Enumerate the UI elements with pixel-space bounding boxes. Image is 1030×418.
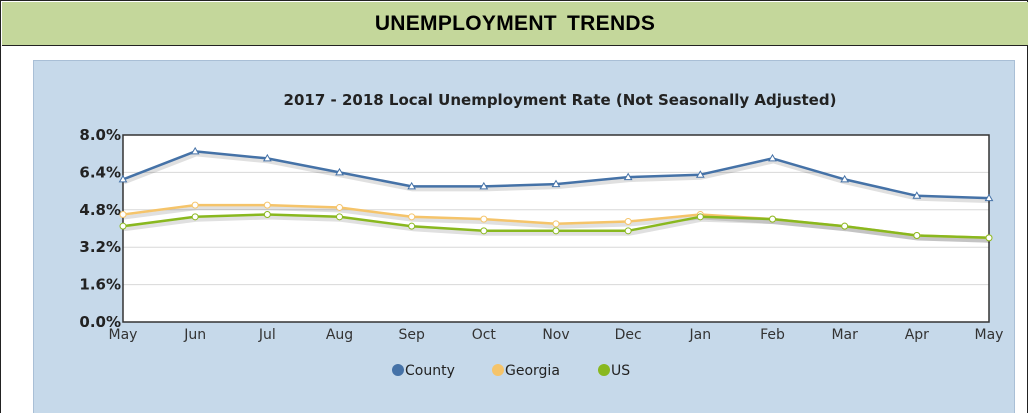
- x-tick-label: Oct: [472, 327, 497, 343]
- legend-label-us[interactable]: US: [611, 363, 630, 379]
- data-point-georgia[interactable]: [408, 213, 416, 221]
- data-point-us[interactable]: [336, 213, 343, 221]
- data-point-us[interactable]: [624, 227, 632, 235]
- data-point-us[interactable]: [841, 222, 849, 230]
- data-point-county[interactable]: [768, 153, 777, 162]
- chart-legend: County Georgia US: [392, 363, 630, 379]
- data-point-us[interactable]: [985, 234, 993, 242]
- data-point-county[interactable]: [912, 191, 922, 199]
- data-point-us[interactable]: [696, 213, 704, 221]
- unemployment-line-chart: 2017 - 2018 Local Unemployment Rate (Not…: [79, 91, 1004, 379]
- x-tick-label: Jun: [183, 327, 206, 343]
- x-tick-label: Jul: [258, 327, 276, 343]
- data-point-us[interactable]: [552, 227, 560, 235]
- data-point-georgia[interactable]: [119, 210, 127, 218]
- data-point-us[interactable]: [119, 222, 127, 230]
- x-tick-label: Jan: [689, 327, 712, 343]
- data-point-county[interactable]: [118, 174, 128, 183]
- data-point-georgia[interactable]: [624, 217, 632, 225]
- x-tick-label: May: [975, 327, 1004, 343]
- x-tick-label: Nov: [542, 327, 569, 343]
- data-point-county[interactable]: [262, 153, 272, 162]
- data-point-us[interactable]: [408, 222, 416, 230]
- chart-title: 2017 - 2018 Local Unemployment Rate (Not…: [284, 91, 837, 109]
- data-point-us[interactable]: [769, 215, 776, 223]
- y-tick-label: 3.2%: [79, 238, 121, 256]
- data-point-georgia[interactable]: [263, 201, 271, 209]
- section-title: UNEMPLOYMENT TRENDS: [374, 11, 656, 35]
- data-point-county[interactable]: [335, 167, 344, 176]
- legend-label-county[interactable]: County: [405, 363, 455, 379]
- y-tick-label: 6.4%: [79, 163, 121, 181]
- x-tick-label: Mar: [831, 327, 858, 343]
- data-point-us[interactable]: [913, 232, 921, 240]
- y-tick-label: 1.6%: [79, 276, 121, 294]
- data-point-county[interactable]: [407, 181, 417, 190]
- grid-lines: [123, 171, 989, 286]
- x-tick-label: May: [109, 327, 138, 343]
- data-point-county[interactable]: [551, 179, 561, 188]
- y-tick-label: 0.0%: [79, 313, 121, 331]
- data-point-county[interactable]: [695, 170, 705, 178]
- legend-label-georgia[interactable]: Georgia: [505, 363, 560, 379]
- y-axis-tick-labels: 0.0% 1.6% 3.2% 4.8% 6.4% 8.0%: [79, 126, 121, 331]
- data-point-county[interactable]: [984, 193, 994, 202]
- data-point-georgia[interactable]: [480, 215, 488, 223]
- data-point-georgia[interactable]: [336, 203, 343, 211]
- x-axis-tick-labels: May Jun Jul Aug Sep Oct Nov Dec Jan Feb Mar Apr May: [109, 327, 1004, 343]
- data-point-county[interactable]: [840, 174, 850, 183]
- y-tick-label: 4.8%: [79, 201, 121, 219]
- data-point-county[interactable]: [190, 146, 200, 155]
- data-point-us[interactable]: [191, 213, 199, 221]
- x-tick-label: Apr: [905, 327, 929, 343]
- chart-panel: 2017 - 2018 Local Unemployment Rate (Not…: [33, 60, 1015, 413]
- series-points: [118, 146, 994, 242]
- data-point-georgia[interactable]: [552, 220, 560, 228]
- y-tick-label: 8.0%: [79, 126, 121, 144]
- legend-marker-georgia[interactable]: [492, 364, 504, 376]
- data-point-county[interactable]: [479, 181, 489, 190]
- legend-marker-county[interactable]: [392, 364, 404, 376]
- data-point-georgia[interactable]: [191, 201, 199, 209]
- data-point-us[interactable]: [480, 227, 488, 235]
- x-tick-label: Aug: [326, 327, 353, 343]
- x-tick-label: Feb: [760, 327, 785, 343]
- data-point-county[interactable]: [623, 172, 633, 181]
- data-point-us[interactable]: [263, 210, 271, 218]
- x-tick-label: Dec: [615, 327, 642, 343]
- x-tick-label: Sep: [398, 327, 425, 343]
- legend-marker-us[interactable]: [598, 364, 610, 376]
- section-header: UNEMPLOYMENT TRENDS: [2, 2, 1028, 46]
